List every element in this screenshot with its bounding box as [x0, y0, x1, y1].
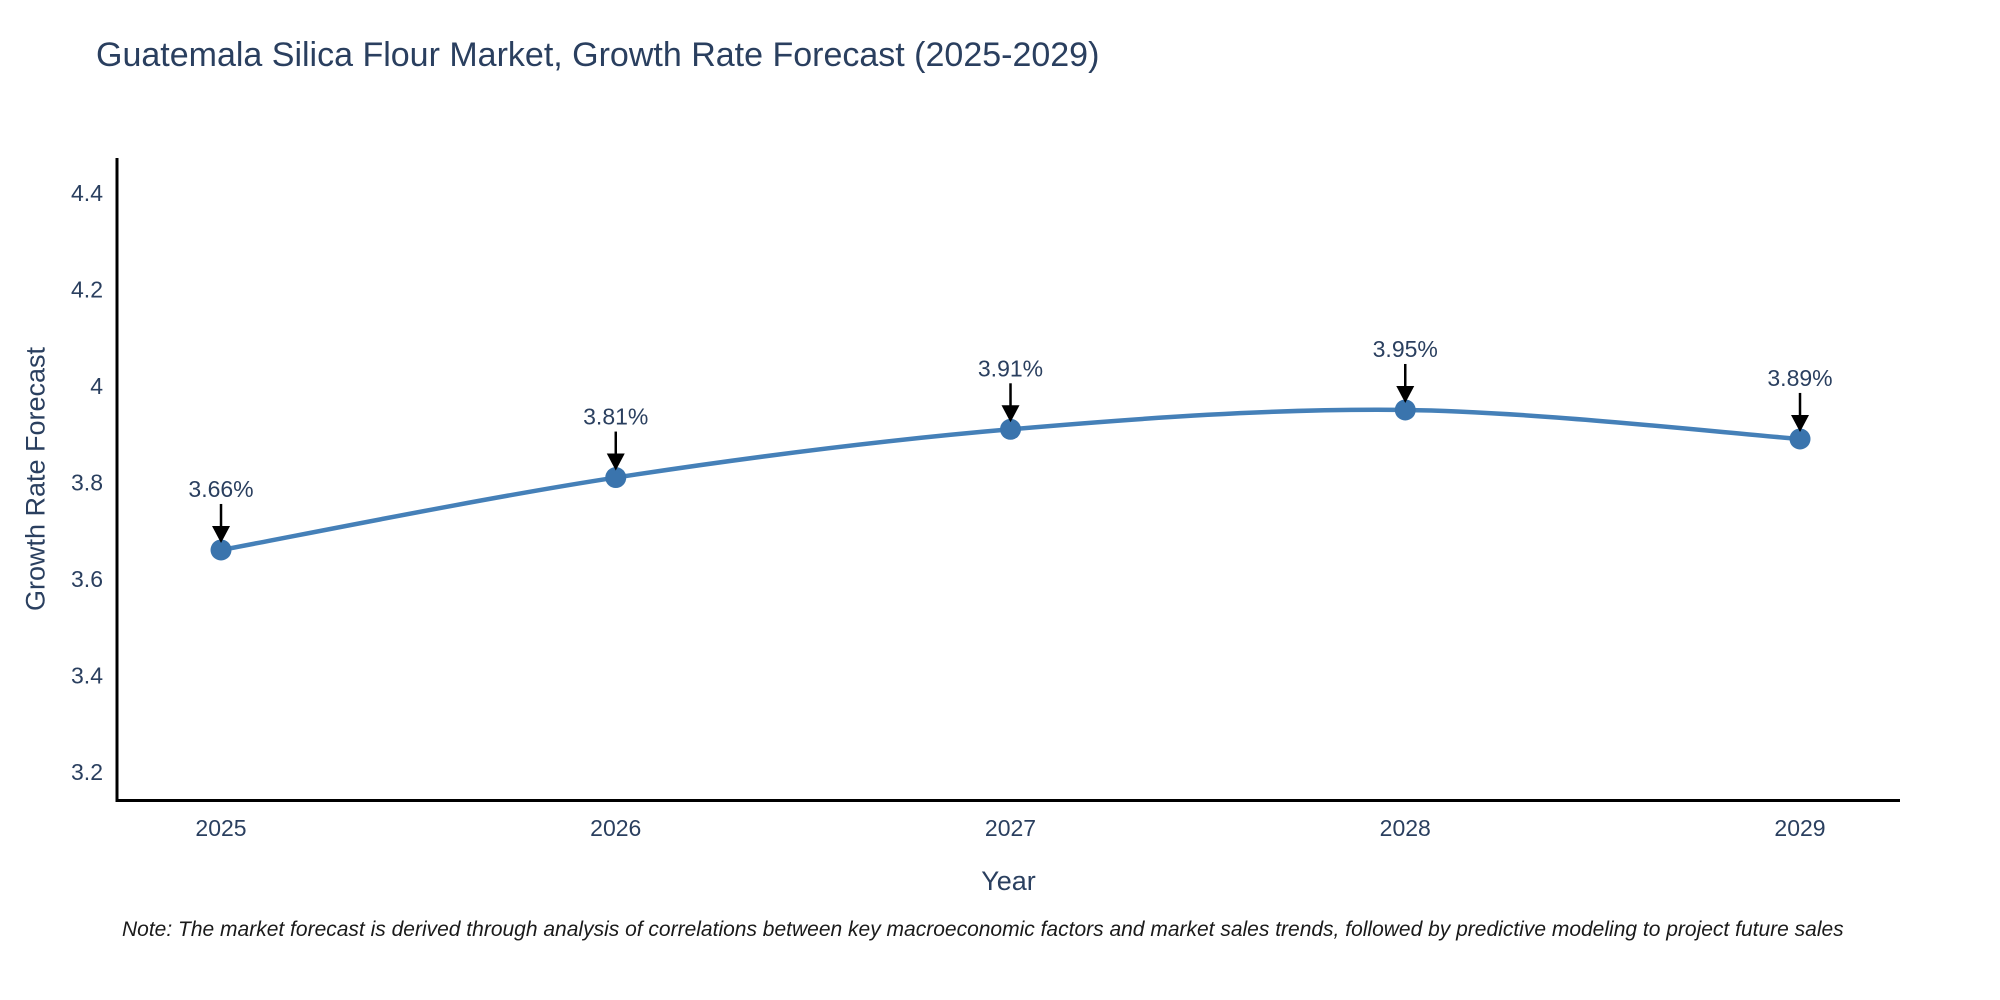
data-point-marker [210, 539, 232, 561]
annotation-arrow-head-icon [212, 525, 231, 543]
point-annotation: 3.89% [1767, 365, 1833, 432]
y-tick-label: 3.6 [71, 566, 103, 592]
x-tick-label: 2027 [985, 815, 1036, 841]
point-annotation: 3.91% [978, 355, 1043, 423]
annotation-arrow-head-icon [1396, 385, 1415, 403]
data-point-marker [1394, 399, 1416, 421]
data-point-marker [605, 467, 627, 489]
annotation-layer: 3.66% 3.81% 3.91% 3.95% 3.89% [188, 336, 1833, 543]
x-tick-label: 2028 [1380, 815, 1431, 841]
point-value-label: 3.95% [1373, 336, 1438, 362]
point-value-label: 3.66% [188, 476, 253, 502]
y-tick-label: 4.4 [71, 180, 103, 206]
annotation-arrow-head-icon [606, 453, 625, 471]
point-value-label: 3.89% [1767, 365, 1832, 391]
y-axis-title: Growth Rate Forecast [20, 346, 51, 612]
y-tick-label: 3.2 [71, 759, 103, 785]
x-tick-label: 2029 [1774, 815, 1825, 841]
footnote: Note: The market forecast is derived thr… [122, 918, 1844, 941]
annotation-arrow-head-icon [1791, 414, 1810, 432]
x-axis-title: Year [981, 866, 1036, 896]
chart-title: Guatemala Silica Flour Market, Growth Ra… [96, 36, 1100, 74]
series-layer [210, 399, 1811, 561]
data-point-marker [1000, 418, 1022, 440]
annotation-arrow-head-icon [1001, 405, 1020, 423]
y-tick-label: 3.4 [71, 662, 103, 688]
point-annotation: 3.66% [188, 476, 254, 543]
point-annotation: 3.81% [583, 404, 648, 471]
point-annotation: 3.95% [1373, 336, 1438, 403]
point-value-label: 3.81% [583, 404, 648, 430]
y-tick-label: 4.2 [71, 276, 103, 302]
y-tick-label: 4 [90, 373, 103, 399]
data-point-marker [1789, 428, 1811, 450]
x-tick-label: 2025 [195, 815, 246, 841]
y-tick-label: 3.8 [71, 469, 103, 495]
x-tick-label: 2026 [590, 815, 641, 841]
point-value-label: 3.91% [978, 355, 1043, 381]
axes-layer: 3.2 3.4 3.6 3.8 4 4.2 4.4 2025 2026 2027 2028 2029 [71, 158, 1900, 841]
